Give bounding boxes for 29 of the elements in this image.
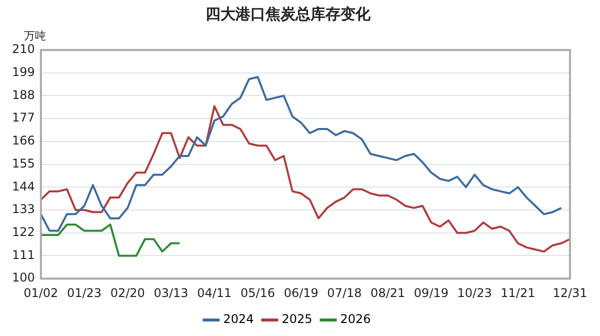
x-tick-label: 01/23 <box>66 286 102 300</box>
x-tick-label: 04/11 <box>197 286 232 300</box>
x-tick-label: 05/16 <box>240 286 276 300</box>
y-tick-label: 210 <box>12 42 35 56</box>
y-tick-label: 177 <box>12 110 35 125</box>
x-tick-label: 03/13 <box>154 286 188 300</box>
x-tick-label: 02/20 <box>110 286 145 300</box>
y-tick-label: 166 <box>12 134 35 148</box>
x-tick-label: 12/31 <box>552 286 588 300</box>
legend-label: 2026 <box>340 312 371 326</box>
x-tick-label: 11/21 <box>500 286 536 300</box>
x-tick-label: 10/23 <box>457 286 492 300</box>
y-tick-label: 199 <box>12 64 35 79</box>
chart-title: 四大港口焦炭总库存变化 <box>206 4 372 23</box>
legend-label: 2025 <box>282 312 312 326</box>
x-tick-label: 01/02 <box>24 286 58 300</box>
x-tick-label: 07/18 <box>327 286 362 300</box>
x-tick-label: 09/19 <box>414 286 449 300</box>
y-tick-label: 144 <box>12 179 35 194</box>
y-tick-label: 100 <box>12 270 35 285</box>
y-axis-title: 万吨 <box>24 29 46 42</box>
y-tick-label: 111 <box>12 248 35 262</box>
x-tick-label: 08/21 <box>370 286 406 300</box>
x-tick-label: 06/19 <box>284 286 318 300</box>
y-tick-label: 133 <box>12 202 35 216</box>
legend-label: 2024 <box>223 312 254 326</box>
y-tick-label: 122 <box>12 225 35 240</box>
y-tick-label: 188 <box>12 88 35 102</box>
y-tick-label: 155 <box>12 156 35 170</box>
